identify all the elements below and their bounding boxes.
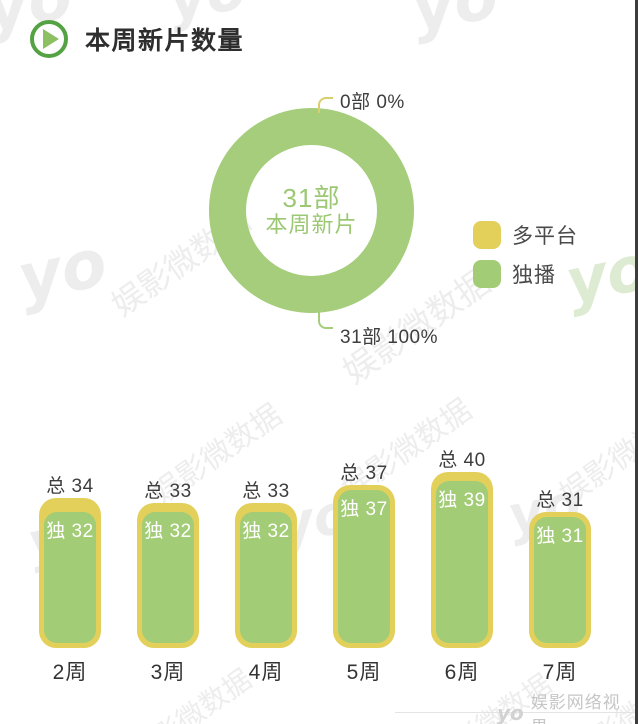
legend-item-exclusive: 独播 bbox=[473, 259, 578, 289]
legend-label-exclusive: 独播 bbox=[512, 264, 556, 287]
bar-solo-label: 独 39 bbox=[438, 490, 486, 511]
donut-center-count: 31部 bbox=[282, 183, 341, 213]
bar-total-label: 总 31 bbox=[536, 490, 584, 511]
bar-total-label: 总 34 bbox=[46, 476, 94, 497]
bar-total-2周: 总 34 独 32 bbox=[39, 476, 101, 648]
bar-total-label: 总 37 bbox=[340, 463, 388, 484]
bar-category-label: 3周 bbox=[150, 661, 186, 684]
bar-total-label: 总 40 bbox=[438, 450, 486, 471]
footer-divider bbox=[395, 712, 638, 713]
bar-category-label: 5周 bbox=[346, 661, 382, 684]
bar-category-label: 2周 bbox=[52, 661, 88, 684]
legend-item-multiplatform: 多平台 bbox=[473, 220, 578, 250]
bar-solo-label: 独 37 bbox=[340, 499, 388, 520]
legend-swatch-multiplatform bbox=[473, 221, 501, 249]
bar-solo-2周: 独 32 bbox=[44, 512, 96, 643]
bar-category-label: 6周 bbox=[444, 661, 480, 684]
bar-total-3周: 总 33 独 32 bbox=[137, 481, 199, 648]
bar-solo-label: 独 32 bbox=[242, 521, 290, 542]
bar-solo-7周: 独 31 bbox=[534, 517, 586, 643]
bar-total-5周: 总 37 独 37 bbox=[333, 463, 395, 648]
callout-label-exclusive: 31部 100% bbox=[340, 327, 439, 348]
callout-line-exclusive bbox=[318, 312, 333, 329]
callout-label-multiplatform: 0部 0% bbox=[340, 92, 405, 113]
bar-total-label: 总 33 bbox=[242, 481, 290, 502]
screenshot-right-border bbox=[635, 0, 638, 724]
bar-total-4周: 总 33 独 32 bbox=[235, 481, 297, 648]
bar-category-label: 7周 bbox=[542, 661, 578, 684]
bar-solo-label: 独 31 bbox=[536, 526, 584, 547]
page-title: 本周新片数量 bbox=[85, 27, 245, 55]
play-triangle-icon bbox=[43, 29, 59, 49]
bar-solo-label: 独 32 bbox=[144, 521, 192, 542]
donut-center-label: 31部 本周新片 bbox=[209, 184, 414, 238]
brand-name: 娱影网络视界 bbox=[530, 693, 621, 724]
legend-swatch-exclusive bbox=[473, 260, 501, 288]
bar-category-label: 4周 bbox=[248, 661, 284, 684]
legend: 多平台 独播 bbox=[473, 220, 578, 298]
brand-logo-icon: yo bbox=[497, 701, 524, 724]
bar-total-6周: 总 40 独 39 bbox=[431, 450, 493, 648]
bar-solo-label: 独 32 bbox=[46, 521, 94, 542]
bar-solo-4周: 独 32 bbox=[240, 512, 292, 643]
bar-solo-5周: 独 37 bbox=[338, 490, 390, 643]
callout-line-multiplatform bbox=[318, 97, 333, 113]
bar-total-label: 总 33 bbox=[144, 481, 192, 502]
bar-solo-3周: 独 32 bbox=[142, 512, 194, 643]
legend-label-multiplatform: 多平台 bbox=[512, 225, 578, 248]
bar-solo-6周: 独 39 bbox=[436, 481, 488, 643]
section-header: 本周新片数量 bbox=[30, 20, 244, 58]
bar-total-7周: 总 31 独 31 bbox=[529, 490, 591, 648]
donut-center-caption: 本周新片 bbox=[265, 212, 358, 237]
footer-brand: yo 娱影网络视界 bbox=[497, 688, 638, 724]
play-icon bbox=[30, 20, 68, 58]
